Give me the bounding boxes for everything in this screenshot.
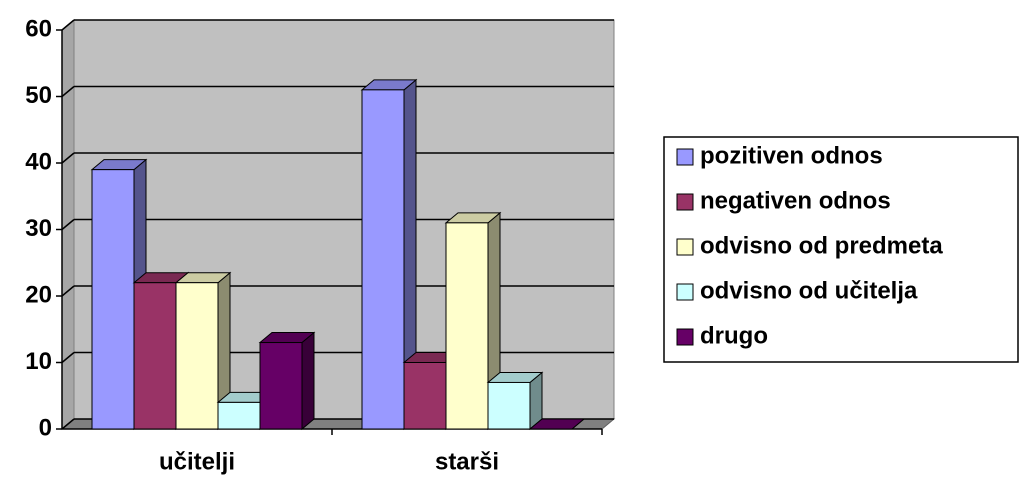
grid-line bbox=[61, 351, 75, 364]
bar bbox=[259, 342, 303, 430]
legend-swatch bbox=[676, 193, 694, 211]
legend-label: drugo bbox=[700, 322, 768, 349]
grid-line bbox=[61, 85, 75, 98]
y-tick-label: 10 bbox=[25, 348, 52, 375]
grid-line bbox=[61, 418, 75, 430]
bar bbox=[175, 282, 219, 430]
bar bbox=[487, 381, 531, 430]
bar bbox=[217, 401, 261, 430]
bar-top bbox=[528, 418, 586, 430]
grid-line bbox=[61, 19, 75, 31]
legend-label: odvisno od učitelja bbox=[700, 277, 918, 304]
y-tick-label: 50 bbox=[25, 82, 52, 109]
y-tick-label: 20 bbox=[25, 281, 52, 308]
legend-swatch bbox=[676, 238, 694, 256]
bar-side bbox=[301, 331, 315, 431]
bar bbox=[91, 169, 135, 430]
legend-swatch bbox=[676, 148, 694, 166]
y-tick-label: 0 bbox=[39, 414, 52, 441]
y-tick-label: 30 bbox=[25, 215, 52, 242]
y-tick-label: 60 bbox=[25, 15, 52, 42]
legend-swatch bbox=[676, 283, 694, 301]
legend-swatch bbox=[676, 328, 694, 346]
bar bbox=[133, 282, 177, 430]
grid-line bbox=[61, 218, 75, 231]
grid-line bbox=[61, 152, 75, 164]
bar bbox=[361, 89, 405, 430]
legend-label: negativen odnos bbox=[700, 187, 891, 214]
legend-label: odvisno od predmeta bbox=[700, 232, 943, 259]
y-tick-label: 40 bbox=[25, 148, 52, 175]
legend-box bbox=[663, 136, 1019, 363]
x-tick-label: učitelji bbox=[159, 448, 235, 475]
bar bbox=[403, 362, 447, 430]
bar bbox=[445, 222, 489, 430]
legend-label: pozitiven odnos bbox=[700, 142, 883, 169]
grid-line bbox=[61, 285, 75, 297]
x-tick-label: starši bbox=[435, 448, 499, 475]
